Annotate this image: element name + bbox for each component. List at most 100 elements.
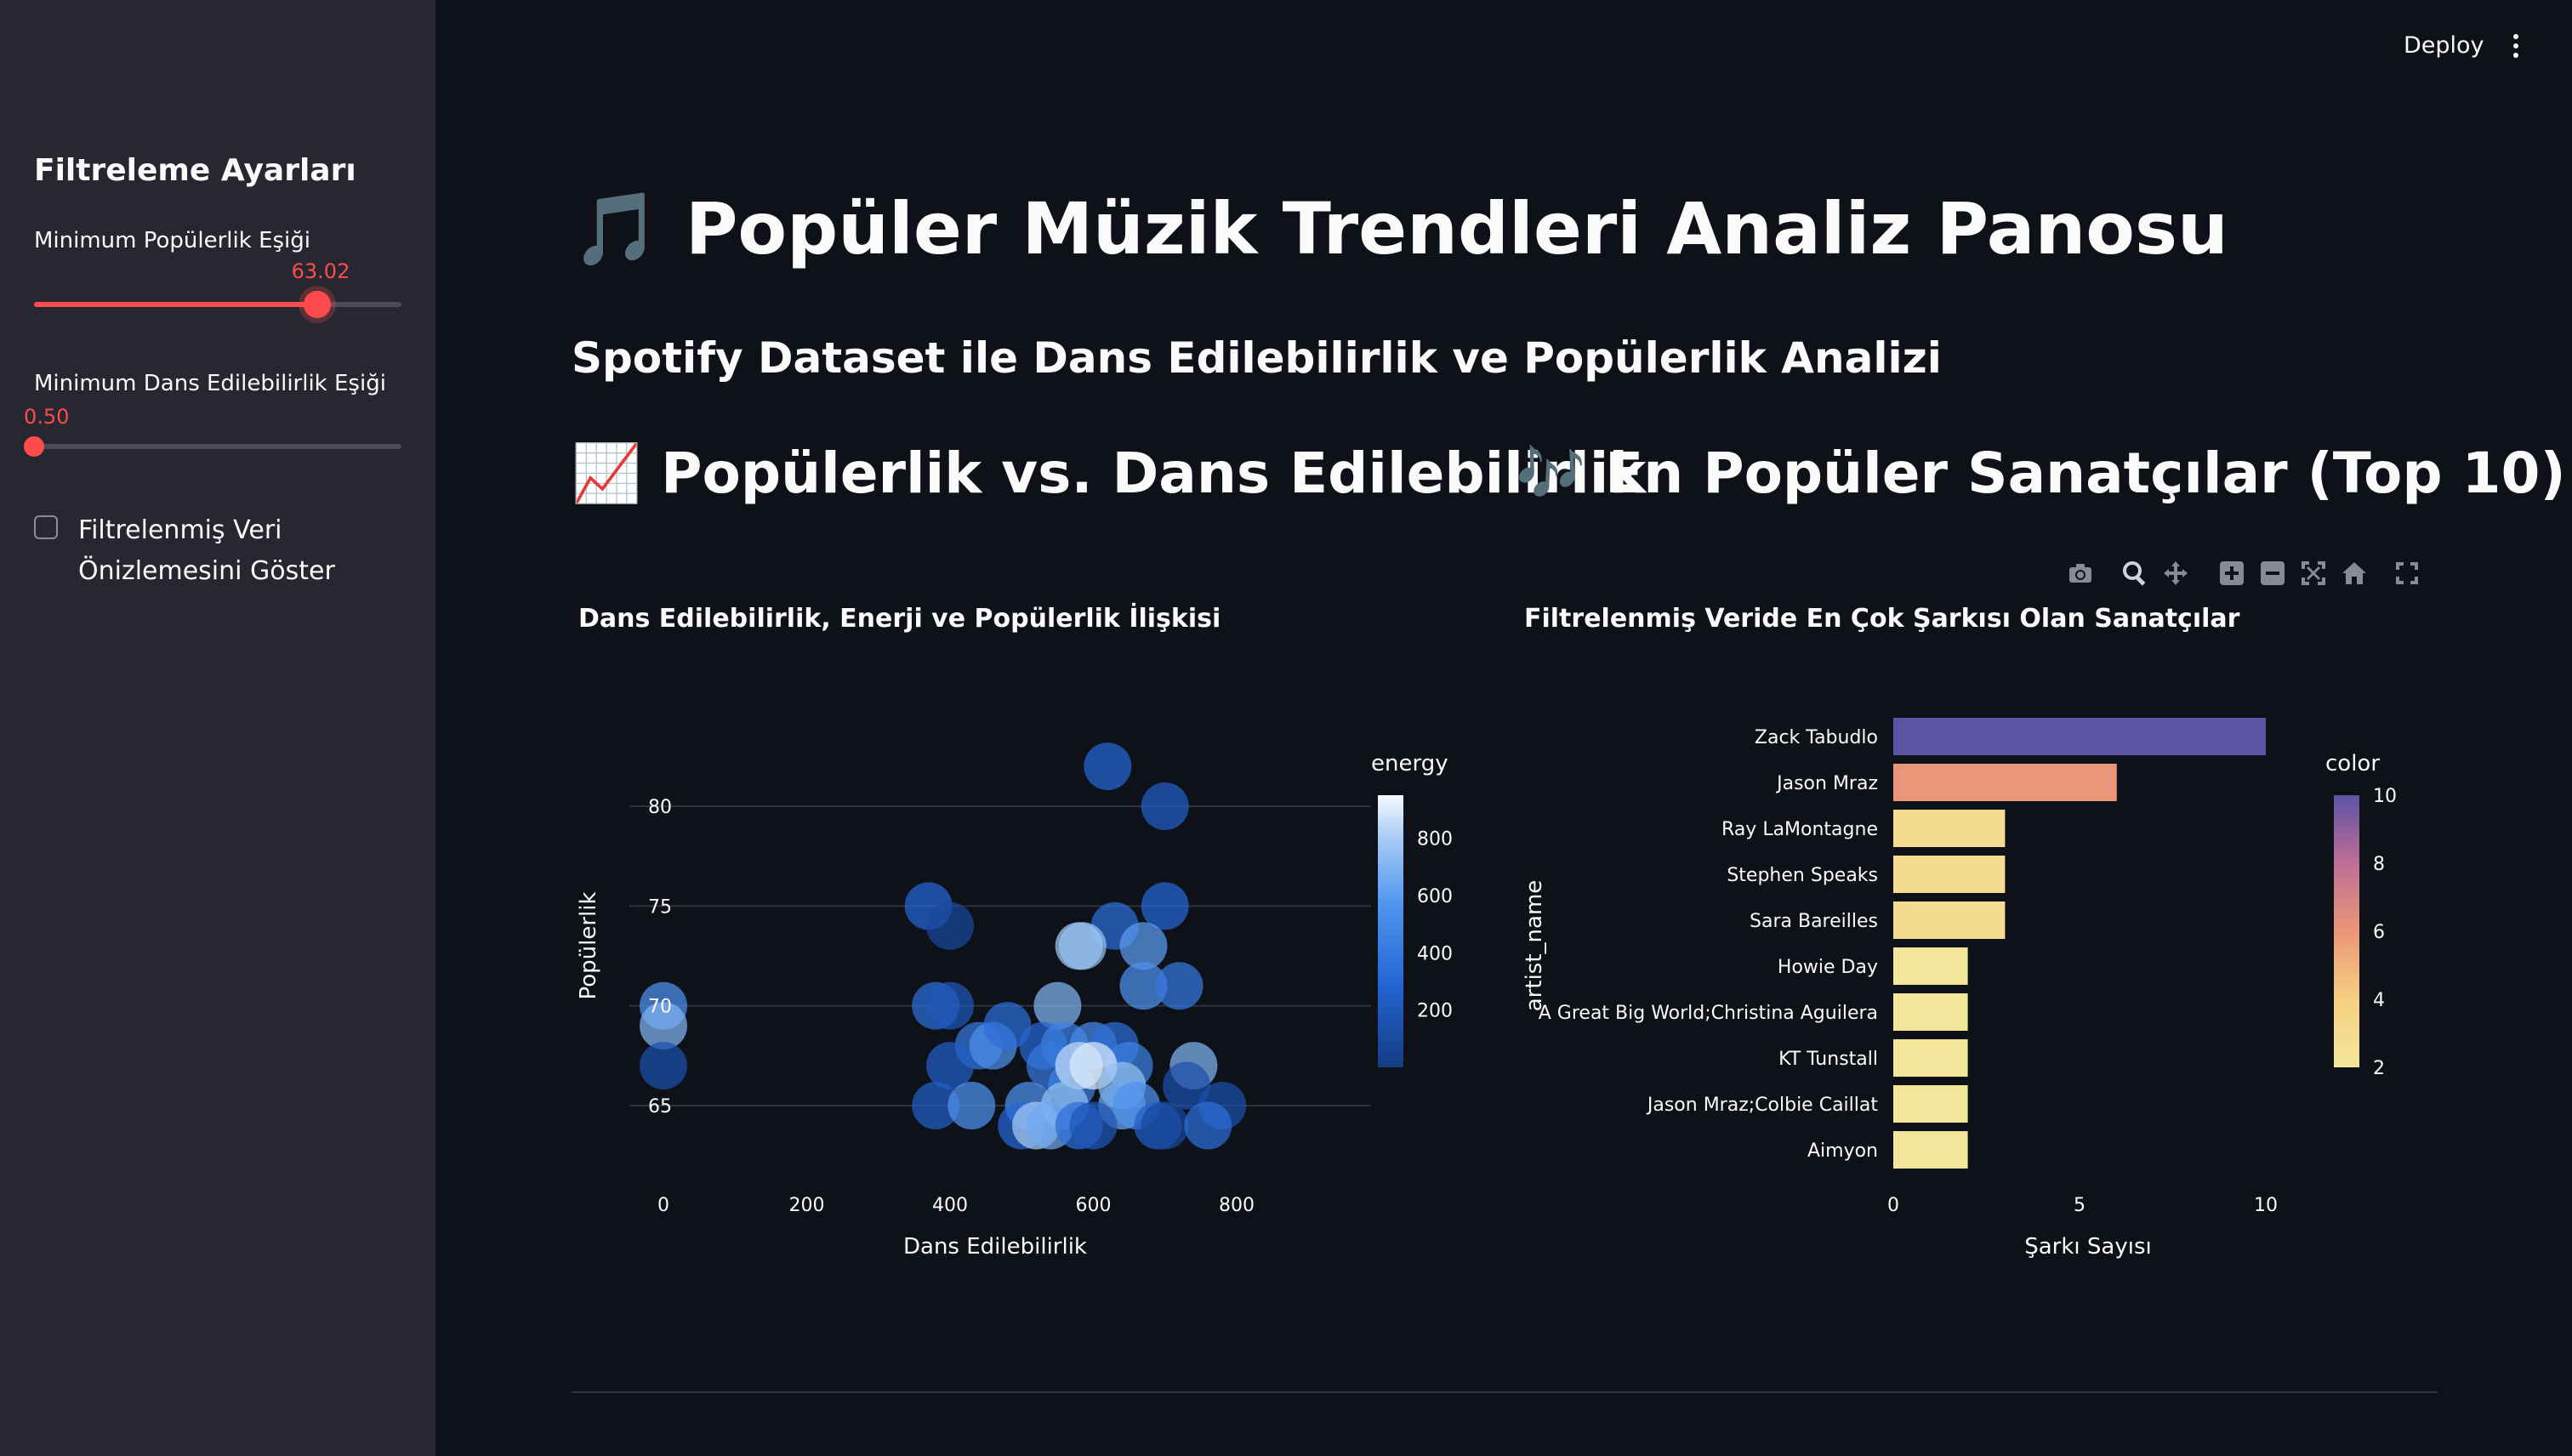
bar-category-label: Stephen Speaks	[1727, 865, 1878, 886]
bar-colorbar-tick-label: 6	[2373, 922, 2385, 943]
bar-x-tick-label: 10	[2254, 1195, 2278, 1216]
scatter-x-tick-label: 400	[932, 1195, 968, 1216]
autoscale-icon[interactable]	[2300, 560, 2327, 587]
pan-icon[interactable]	[2162, 560, 2189, 587]
preview-checkbox-label-line2: Önizlemesini Göster	[78, 556, 335, 586]
scatter-colorbar-tick-label: 200	[1417, 1001, 1453, 1022]
preview-checkbox-label[interactable]: Filtrelenmiş Veri Önizlemesini Göster	[78, 510, 335, 592]
bar-category-label: Sara Bareilles	[1750, 911, 1878, 932]
divider	[572, 1391, 2438, 1393]
popularity-slider[interactable]: 63.02	[34, 259, 401, 318]
bar-x-tick-label: 0	[1887, 1195, 1899, 1216]
sidebar-title: Filtreleme Ayarları	[34, 153, 356, 188]
bar	[1893, 1085, 1968, 1123]
scatter-point	[640, 1002, 687, 1050]
dance-slider-value: 0.50	[24, 405, 70, 429]
scatter-point	[640, 1042, 687, 1090]
bar-category-label: Zack Tabudlo	[1755, 727, 1878, 748]
bar-category-label: Howie Day	[1778, 957, 1878, 978]
bar-section-heading: 🎶 En Popüler Sanatçılar (Top 10)	[1516, 441, 2566, 506]
scatter-point	[926, 901, 974, 950]
preview-checkbox[interactable]	[34, 515, 58, 539]
bar-category-label: Aimyon	[1807, 1140, 1878, 1162]
scatter-point	[1141, 782, 1189, 830]
bar-colorbar	[2334, 795, 2359, 1067]
bar-x-axis-label: Şarkı Sayısı	[2024, 1234, 2152, 1260]
popularity-slider-thumb[interactable]	[303, 291, 331, 318]
scatter-colorbar-tick-label: 400	[1417, 943, 1453, 964]
scatter-point	[912, 1082, 960, 1129]
zoom-in-icon[interactable]	[2218, 560, 2245, 587]
bar-chart-title: Filtrelenmiş Veride En Çok Şarkısı Olan …	[1524, 604, 2240, 634]
scatter-point	[1033, 981, 1082, 1030]
fullscreen-icon[interactable]	[2393, 560, 2421, 587]
scatter-colorbar-tick-label: 600	[1417, 886, 1453, 907]
bar	[1893, 947, 1968, 985]
bar-category-label: A Great Big World;Christina Aguilera	[1539, 1003, 1878, 1024]
scatter-colorbar-title: energy	[1371, 751, 1448, 776]
scatter-point	[926, 1042, 974, 1090]
bar-category-label: KT Tunstall	[1778, 1049, 1878, 1070]
page-title: 🎵 Popüler Müzik Trendleri Analiz Panosu	[572, 187, 2228, 270]
scatter-section-heading: 📈 Popülerlik vs. Dans Edilebilirlik	[572, 441, 1647, 506]
scatter-point	[1058, 922, 1107, 970]
popularity-slider-value: 63.02	[291, 259, 350, 283]
scatter-point	[1155, 962, 1203, 1010]
bar-colorbar-tick-label: 8	[2373, 854, 2385, 875]
bar	[1893, 764, 2117, 801]
preview-checkbox-label-line1: Filtrelenmiş Veri	[78, 515, 282, 545]
bar	[1893, 1131, 1968, 1169]
zoom-icon[interactable]	[2121, 560, 2148, 587]
popularity-slider-fill	[34, 302, 317, 307]
bar-colorbar-tick-label: 10	[2373, 786, 2397, 807]
chart-modebar	[2067, 556, 2424, 590]
scatter-x-tick-label: 600	[1076, 1195, 1112, 1216]
bar-x-tick-label: 5	[2074, 1195, 2085, 1216]
scatter-y-tick-label: 80	[648, 797, 672, 818]
bar	[1893, 810, 2006, 847]
bar	[1893, 856, 2006, 893]
scatter-point	[1119, 922, 1168, 970]
bar-colorbar-tick-label: 2	[2373, 1058, 2385, 1079]
scatter-y-tick-label: 75	[648, 896, 672, 918]
scatter-chart-title: Dans Edilebilirlik, Enerji ve Popülerlik…	[578, 604, 1221, 634]
scatter-point	[983, 1002, 1032, 1050]
dance-slider-label: Minimum Dans Edilebilirlik Eşiği	[34, 371, 386, 396]
scatter-point	[1141, 882, 1189, 930]
scatter-x-tick-label: 0	[657, 1195, 669, 1216]
scatter-point	[1141, 1101, 1189, 1150]
bar	[1893, 993, 1968, 1031]
zoom-out-icon[interactable]	[2259, 560, 2286, 587]
scatter-point	[1069, 1101, 1118, 1150]
bar	[1893, 718, 2266, 755]
reset-axes-icon[interactable]	[2341, 560, 2368, 587]
bar-colorbar-title: color	[2325, 751, 2380, 776]
scatter-colorbar-tick-label: 800	[1417, 829, 1453, 850]
deploy-button[interactable]: Deploy	[2404, 32, 2484, 59]
bar-category-label: Jason Mraz	[1775, 773, 1878, 794]
bar-chart[interactable]: Zack Tabudlo Jason Mraz Ray LaMontagne Step…	[1507, 655, 2443, 1301]
scatter-point	[1084, 742, 1132, 791]
dance-slider[interactable]: 0.50	[24, 405, 401, 457]
page-subtitle: Spotify Dataset ile Dans Edilebilirlik v…	[572, 333, 1942, 383]
bar	[1893, 1039, 1968, 1077]
scatter-x-axis-label: Dans Edilebilirlik	[903, 1234, 1087, 1260]
scatter-point	[926, 981, 974, 1030]
dance-slider-thumb[interactable]	[24, 436, 44, 457]
scatter-y-tick-label: 65	[648, 1096, 672, 1118]
scatter-x-tick-label: 800	[1219, 1195, 1255, 1216]
scatter-point	[947, 1082, 996, 1129]
bar	[1893, 901, 2006, 939]
scatter-colorbar	[1378, 795, 1403, 1067]
bar-category-label: Ray LaMontagne	[1721, 819, 1878, 840]
sidebar: Filtreleme Ayarları Minimum Popülerlik E…	[0, 0, 435, 1456]
popularity-slider-label: Minimum Popülerlik Eşiği	[34, 228, 310, 253]
bar-colorbar-tick-label: 4	[2373, 990, 2385, 1011]
bar-category-label: Jason Mraz;Colbie Caillat	[1646, 1095, 1878, 1116]
scatter-point	[1163, 1061, 1211, 1110]
camera-icon[interactable]	[2067, 560, 2094, 587]
kebab-menu-icon[interactable]	[2511, 34, 2521, 61]
scatter-point	[1119, 962, 1168, 1010]
scatter-x-tick-label: 200	[789, 1195, 825, 1216]
